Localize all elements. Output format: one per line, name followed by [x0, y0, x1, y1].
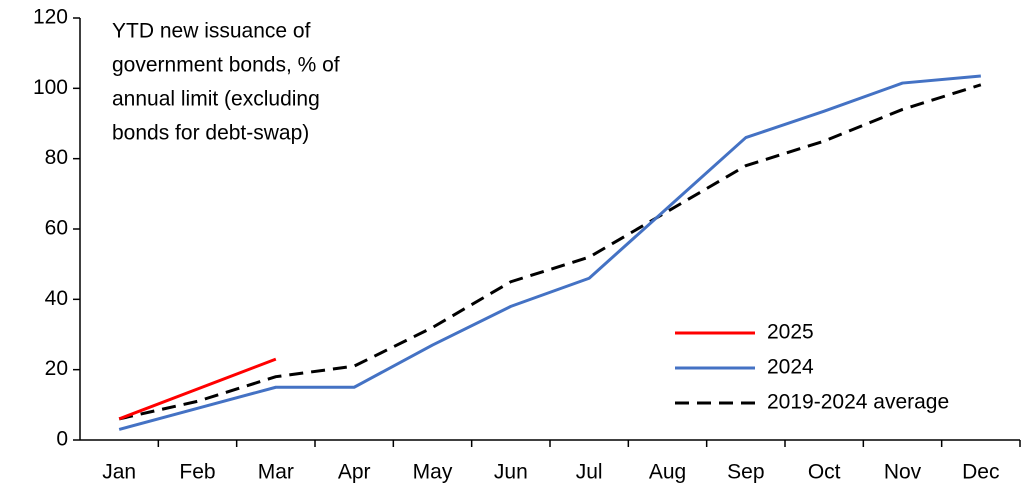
x-tick-label: Jul: [576, 461, 603, 484]
x-tick-label: Sep: [727, 461, 764, 484]
series-line: [118, 74, 981, 431]
title-line: annual limit (excluding: [112, 88, 320, 111]
x-tick-label: Mar: [258, 461, 294, 484]
y-tick-label: 20: [45, 357, 68, 380]
y-tick-label: 120: [33, 6, 68, 29]
x-tick-label: May: [413, 461, 453, 484]
y-tick-label: 100: [33, 76, 68, 99]
legend-label: 2019-2024 average: [767, 391, 949, 414]
x-tick-label: Jan: [102, 461, 136, 484]
x-tick-label: Jun: [494, 461, 528, 484]
x-tick-label: Oct: [808, 461, 841, 484]
x-tick-label: Aug: [649, 461, 686, 484]
chart-title: YTD new issuance of government bonds, % o…: [112, 20, 340, 145]
x-tick-label: Feb: [179, 461, 215, 484]
title-line: government bonds, % of: [112, 54, 340, 77]
title-line: YTD new issuance of: [112, 20, 311, 43]
x-tick-label: Dec: [962, 461, 999, 484]
legend-label: 2024: [767, 356, 814, 379]
x-tick-label: Apr: [338, 461, 371, 484]
y-tick-label: 80: [45, 146, 68, 169]
title-line: bonds for debt-swap): [112, 122, 309, 145]
series-line: [118, 357, 277, 421]
y-tick-label: 40: [45, 287, 68, 310]
y-tick-label: 0: [56, 428, 68, 451]
series-line: [118, 83, 982, 421]
x-tick-label: Nov: [884, 461, 922, 484]
legend-label: 2025: [767, 321, 814, 344]
y-tick-label: 60: [45, 217, 68, 240]
